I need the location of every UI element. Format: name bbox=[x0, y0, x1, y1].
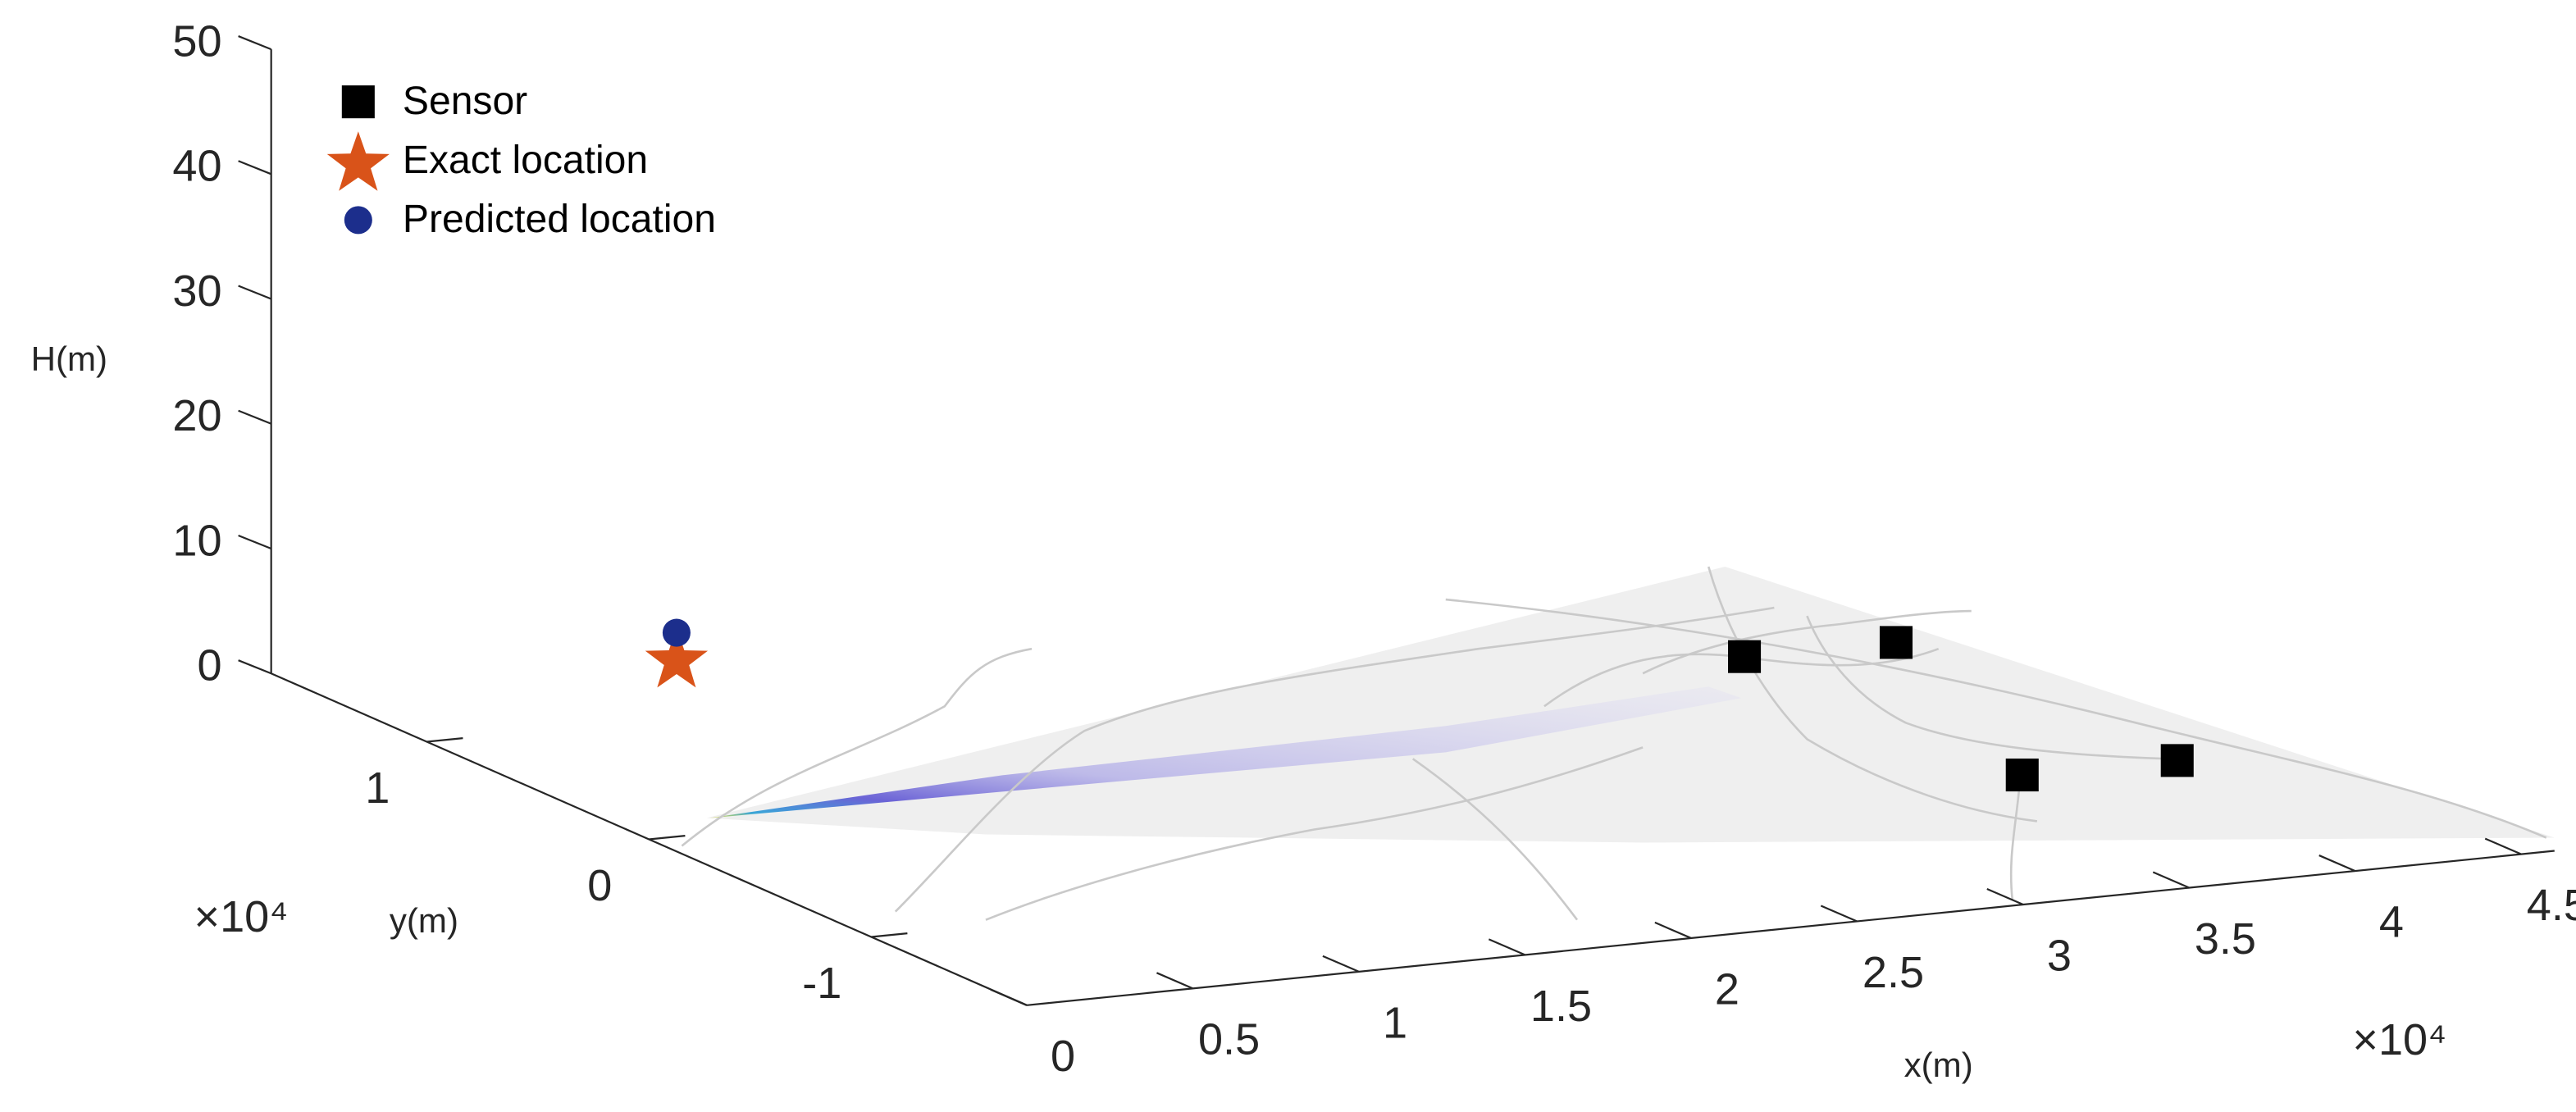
x-tick bbox=[2318, 855, 2356, 873]
road bbox=[1411, 758, 1579, 921]
legend-label: Sensor bbox=[403, 79, 527, 123]
road bbox=[985, 746, 1644, 921]
z-tick-label: 40 bbox=[172, 142, 221, 191]
x-tick-label: 1.5 bbox=[1530, 982, 1592, 1031]
data-point bbox=[2005, 759, 2039, 792]
x-tick bbox=[2484, 837, 2522, 855]
z-tick bbox=[238, 409, 272, 425]
y-tick-label: -1 bbox=[802, 959, 841, 1008]
z-tick-label: 0 bbox=[198, 640, 222, 690]
x-tick bbox=[990, 988, 1028, 1006]
y-tick bbox=[649, 835, 686, 841]
z-tick bbox=[238, 160, 272, 175]
road bbox=[894, 606, 1775, 913]
legend-label: Predicted location bbox=[403, 197, 716, 241]
z-tick-label: 20 bbox=[172, 391, 221, 440]
data-marks bbox=[645, 618, 2194, 792]
x-tick-label: 0.5 bbox=[1198, 1015, 1260, 1064]
x-tick bbox=[1654, 921, 1692, 939]
x-tick-label: 2.5 bbox=[1862, 948, 1924, 997]
z-tick-label: 50 bbox=[172, 16, 221, 66]
y-axis-label: y(m) bbox=[390, 901, 458, 940]
legend-marker bbox=[326, 131, 390, 191]
legend: Sensor Exact location Predicted location bbox=[326, 79, 716, 241]
x-tick bbox=[1322, 955, 1360, 973]
road bbox=[1642, 609, 1972, 675]
y-tick bbox=[871, 932, 908, 938]
x-exponent: ×10⁴ bbox=[2352, 1015, 2446, 1064]
z-tick bbox=[238, 659, 272, 675]
x-tick-label: 4.5 bbox=[2527, 881, 2576, 930]
probability-beam bbox=[709, 686, 1742, 818]
legend-marker bbox=[341, 85, 375, 119]
y-tick bbox=[426, 737, 463, 743]
z-tick-label: 10 bbox=[172, 516, 221, 565]
legend-label: Exact location bbox=[403, 138, 648, 182]
x-tick-label: 3 bbox=[2047, 931, 2072, 980]
z-axis-label: H(m) bbox=[31, 340, 107, 378]
x-tick-label: 1 bbox=[1383, 998, 1407, 1047]
x-tick bbox=[1488, 938, 1525, 956]
x-tick-label: 2 bbox=[1715, 964, 1739, 1014]
legend-marker bbox=[344, 206, 372, 235]
y-exponent: ×10⁴ bbox=[194, 892, 289, 941]
z-tick-label: 30 bbox=[172, 267, 221, 316]
x-axis-label: x(m) bbox=[1904, 1046, 1973, 1084]
axes: 00.511.522.533.544.5-10101020304050x(m)y… bbox=[31, 16, 2576, 1084]
data-point bbox=[645, 627, 709, 688]
x-tick-label: 0 bbox=[1051, 1032, 1075, 1081]
x-tick bbox=[1156, 972, 1193, 990]
road bbox=[1445, 598, 2547, 839]
road bbox=[681, 647, 1033, 847]
x-tick bbox=[1820, 905, 1858, 923]
y-tick-label: 0 bbox=[587, 861, 612, 910]
x-tick-label: 4 bbox=[2379, 897, 2404, 946]
data-point bbox=[1879, 626, 1913, 659]
z-tick bbox=[238, 534, 272, 550]
data-point bbox=[1728, 640, 1762, 673]
x-tick bbox=[2152, 871, 2190, 889]
road bbox=[1806, 615, 2169, 760]
road bbox=[1707, 566, 2038, 823]
data-point bbox=[2160, 744, 2194, 777]
data-point bbox=[662, 618, 691, 647]
x-axis bbox=[1026, 850, 2555, 1006]
x-tick bbox=[1986, 887, 2024, 906]
x-tick-label: 3.5 bbox=[2195, 914, 2256, 964]
z-tick bbox=[238, 285, 272, 300]
map-surface bbox=[681, 566, 2555, 921]
y-tick-label: 1 bbox=[365, 763, 390, 813]
z-tick bbox=[238, 35, 272, 51]
